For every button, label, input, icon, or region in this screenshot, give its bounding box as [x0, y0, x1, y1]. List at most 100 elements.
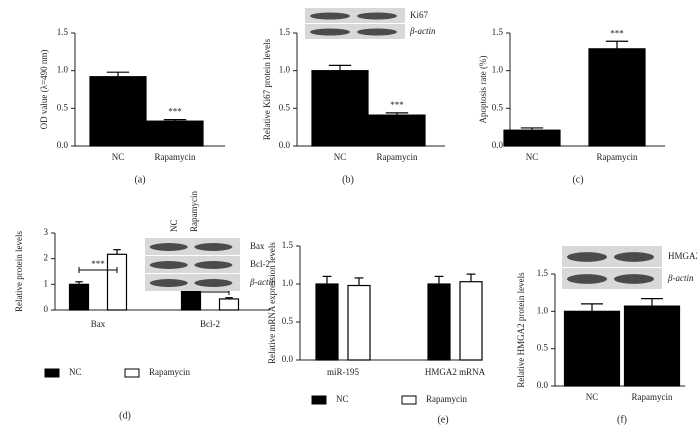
error-bar: [75, 281, 83, 285]
error-bar: [225, 297, 233, 299]
legend-label: Rapamycin: [426, 394, 467, 404]
legend-swatch: [311, 395, 327, 405]
annotation: ***: [610, 28, 624, 38]
blot-label: HMGA2: [668, 251, 697, 261]
blot-band: [614, 274, 654, 284]
blot-band: [194, 279, 233, 287]
error-bar: [354, 277, 364, 286]
y-tick-label: 1.5: [279, 27, 291, 37]
bar: [89, 76, 147, 147]
y-tick-label: 1.0: [57, 65, 69, 75]
blot-column-label: NC: [169, 219, 179, 232]
legend-swatch: [401, 395, 417, 405]
blot-label: Ki67: [410, 10, 429, 20]
x-tick-label: Bcl-2: [200, 319, 220, 329]
blot-band: [310, 12, 350, 20]
y-tick-label: 2: [44, 253, 49, 263]
bar: [311, 70, 369, 147]
error-bar: [328, 64, 352, 71]
panel-label: (d): [119, 410, 131, 421]
x-tick-label: NC: [112, 152, 125, 162]
error-bar: [322, 275, 332, 284]
legend-label: NC: [69, 367, 82, 377]
x-tick-label: Bax: [91, 319, 106, 329]
bar: [315, 283, 339, 361]
bar: [146, 120, 204, 147]
x-tick-label: NC: [526, 152, 539, 162]
y-tick-label: 0.0: [537, 380, 549, 390]
y-tick-label: 0.5: [492, 102, 504, 112]
legend-swatch: [44, 368, 60, 378]
x-tick-label: NC: [334, 152, 347, 162]
blot-label: Bcl-2: [250, 259, 270, 269]
error-bar: [581, 303, 603, 312]
x-tick-label: NC: [586, 392, 599, 402]
blot-band: [567, 252, 607, 262]
x-tick-label: Rapamycin: [155, 152, 196, 162]
panel-label: (c): [572, 174, 583, 185]
bar: [68, 283, 90, 311]
bar: [106, 253, 128, 311]
legend-label: NC: [336, 394, 349, 404]
y-tick-label: 1.0: [279, 65, 291, 75]
y-axis-label: OD value (λ=490 nm): [39, 50, 49, 130]
error-bar: [641, 298, 663, 307]
legend-swatch: [124, 368, 140, 378]
annotation: ***: [390, 100, 404, 110]
blot-label: β-actin: [409, 26, 436, 36]
error-bar: [113, 249, 121, 255]
y-axis-label: Relative HMGA2 protein levels: [516, 272, 526, 388]
y-tick-label: 1.0: [492, 65, 504, 75]
blot-band: [194, 261, 233, 269]
bar: [503, 129, 561, 147]
bar: [427, 283, 451, 361]
panel-label: (a): [134, 174, 145, 185]
error-bar: [163, 119, 187, 122]
y-axis-label: Apoptosis rate (%): [478, 56, 488, 124]
x-tick-label: HMGA2 mRNA: [425, 367, 486, 377]
error-bar: [520, 127, 544, 131]
error-bar: [466, 273, 476, 282]
y-tick-label: 0.0: [279, 140, 291, 150]
x-tick-label: miR-195: [327, 367, 360, 377]
panel-label: (f): [617, 414, 627, 425]
annotation: ***: [91, 259, 105, 269]
y-tick-label: 3: [44, 227, 49, 237]
bar: [563, 310, 621, 387]
blot-label: β-actin: [667, 273, 694, 283]
annotation: ***: [168, 107, 182, 117]
panel-label: (b): [342, 174, 354, 185]
blot-band: [310, 28, 350, 36]
y-tick-label: 1.5: [537, 268, 549, 278]
y-tick-label: 1: [44, 278, 49, 288]
error-bar: [434, 275, 444, 284]
y-axis-label: Relative mRNA expression levels: [267, 242, 277, 364]
y-tick-label: 0.5: [537, 343, 549, 353]
legend-label: Rapamycin: [149, 367, 190, 377]
y-tick-label: 0.5: [57, 102, 69, 112]
bar: [623, 305, 681, 387]
x-tick-label: Rapamycin: [377, 152, 418, 162]
bar: [368, 114, 426, 147]
y-tick-label: 0: [44, 304, 49, 314]
y-tick-label: 0.0: [282, 354, 294, 364]
y-tick-label: 1.0: [537, 305, 549, 315]
x-tick-label: Rapamycin: [597, 152, 638, 162]
bar: [588, 48, 646, 147]
y-tick-label: 1.5: [492, 27, 504, 37]
bar: [459, 281, 483, 361]
bar: [218, 298, 240, 311]
y-axis-label: Relative protein levels: [14, 231, 24, 312]
x-tick-label: Rapamycin: [632, 392, 673, 402]
panel-label: (e): [437, 414, 448, 425]
bar: [347, 284, 371, 361]
y-tick-label: 1.5: [282, 240, 294, 250]
y-tick-label: 0.0: [492, 140, 504, 150]
y-tick-label: 0.0: [57, 140, 69, 150]
blot-band: [149, 243, 188, 251]
y-tick-label: 0.5: [279, 102, 291, 112]
blot-column-label: Rapamycin: [189, 191, 199, 232]
blot-band: [149, 261, 188, 269]
